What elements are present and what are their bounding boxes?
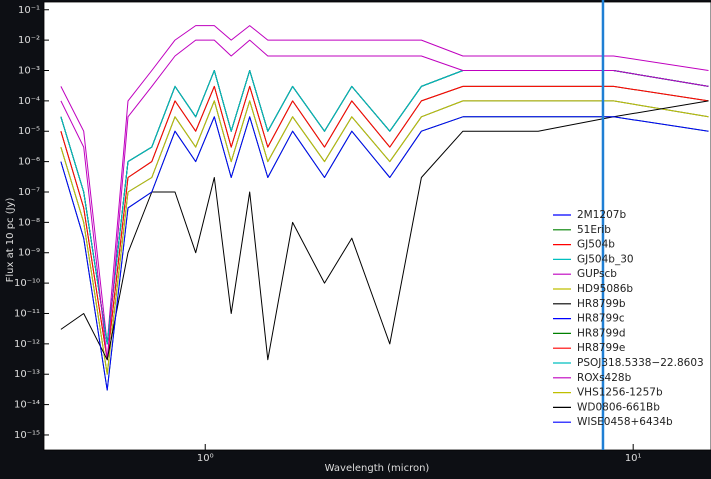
y-tick-label: 10⁻¹² [14, 339, 40, 350]
legend-label: GUPscb [577, 268, 617, 280]
y-tick-label: 10⁻¹³ [14, 369, 40, 380]
legend-label: 51Erib [577, 224, 611, 236]
y-axis-label: Flux at 10 pc (Jy) [5, 198, 16, 283]
y-tick-label: 10⁻⁵ [18, 126, 40, 137]
y-tick-label: 10⁻⁷ [18, 187, 40, 198]
y-tick-label: 10⁻¹⁴ [14, 400, 40, 411]
y-tick-label: 10⁻¹⁵ [14, 430, 40, 441]
y-tick-label: 10⁻⁸ [18, 217, 40, 228]
legend-label: ROXs428b [577, 372, 632, 384]
legend-label: HD95086b [577, 283, 633, 295]
legend-label: HR8799c [577, 313, 625, 325]
chart: Wavelength (micron) Flux at 10 pc (Jy) 1… [0, 0, 711, 479]
legend-label: HR8799b [577, 298, 626, 310]
x-tick-label: 10⁰ [197, 453, 214, 464]
legend-label: GJ504b [577, 239, 615, 251]
legend-label: HR8799d [577, 327, 626, 339]
legend-label: HR8799e [577, 342, 625, 354]
y-tick-label: 10⁻⁹ [18, 248, 40, 259]
y-tick-label: 10⁻⁶ [18, 157, 40, 168]
y-tick-label: 10⁻¹ [18, 5, 40, 16]
legend-label: WISE0458+6434b [577, 416, 673, 428]
y-tick-label: 10⁻¹⁰ [14, 278, 40, 289]
y-tick-label: 10⁻² [18, 35, 40, 46]
legend-label: 2M1207b [577, 209, 626, 221]
legend-label: PSOJ318.5338−22.8603 [577, 357, 704, 369]
x-tick-label: 10¹ [625, 453, 642, 464]
y-tick-label: 10⁻³ [18, 65, 40, 76]
y-tick-label: 10⁻¹¹ [14, 308, 40, 319]
legend-label: WD0806-661Bb [577, 401, 660, 413]
legend-label: GJ504b_30 [577, 253, 634, 265]
legend-label: VHS1256-1257b [577, 387, 663, 399]
x-axis-label: Wavelength (micron) [325, 463, 430, 474]
y-tick-label: 10⁻⁴ [18, 96, 40, 107]
